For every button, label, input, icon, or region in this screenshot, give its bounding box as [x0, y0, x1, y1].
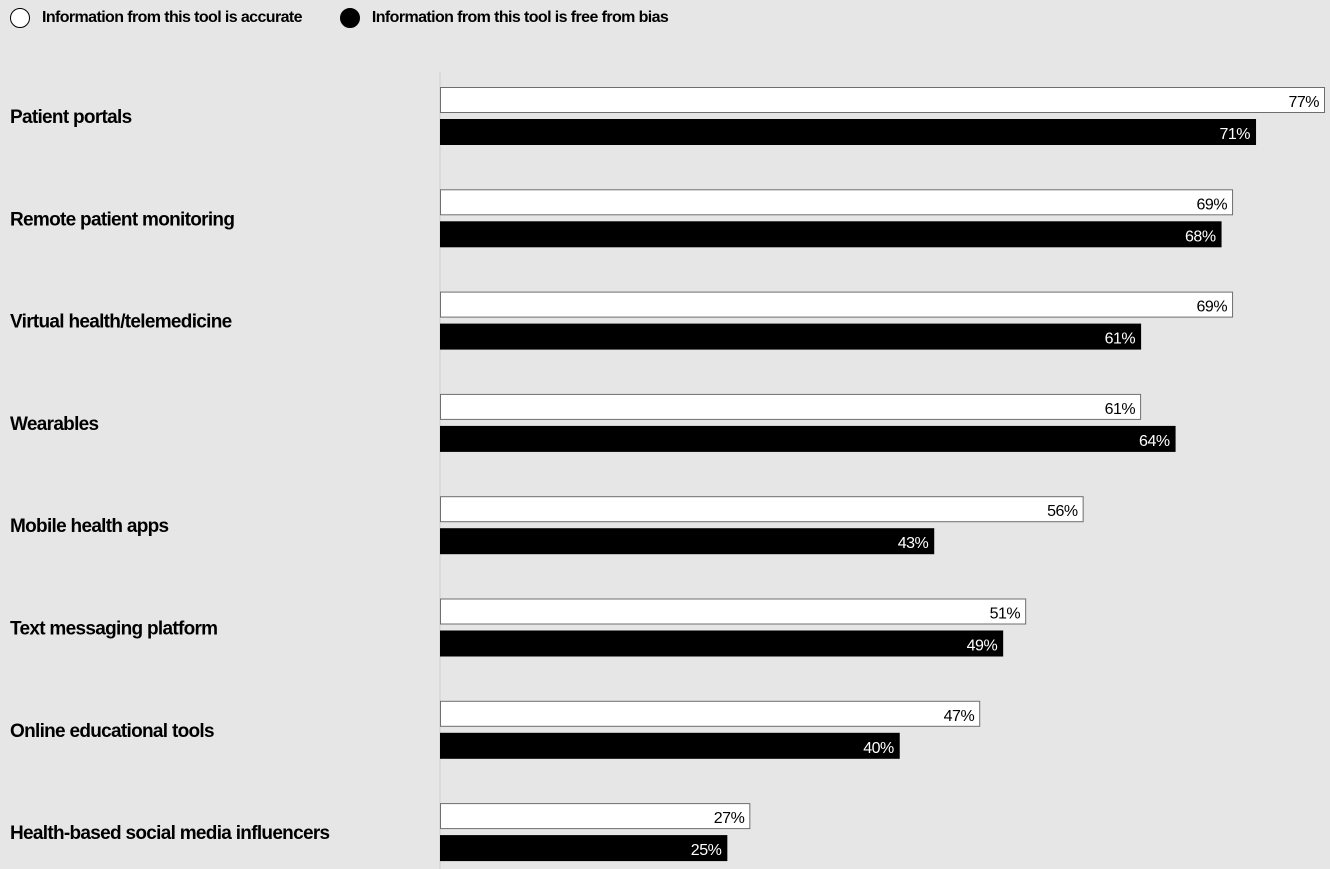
- bar-bias-online-educational-tools: [440, 732, 900, 759]
- category-label-text-messaging-platform: Text messaging platform: [10, 619, 217, 640]
- bar-bias-patient-portals: [440, 119, 1257, 145]
- bar-bias-text-messaging-platform: [440, 630, 1004, 657]
- value-label-accurate-mobile-health-apps: 56%: [1047, 503, 1078, 520]
- value-label-accurate-virtual-health-telemedicine: 69%: [1197, 299, 1228, 316]
- bar-accurate-health-based-social-media-influencers: [440, 803, 751, 830]
- category-label-online-educational-tools: Online educational tools: [10, 721, 214, 742]
- value-label-bias-virtual-health-telemedicine: 61%: [1105, 331, 1136, 348]
- legend-label-accurate: Information from this tool is accurate: [42, 9, 303, 26]
- legend-label-free-from-bias: Information from this tool is free from …: [371, 9, 669, 26]
- value-label-accurate-wearables: 61%: [1105, 401, 1136, 418]
- value-label-bias-patient-portals: 71%: [1220, 126, 1251, 143]
- bar-bias-health-based-social-media-influencers: [440, 835, 728, 862]
- value-label-bias-health-based-social-media-influencers: 25%: [691, 842, 722, 859]
- bar-bias-mobile-health-apps: [440, 528, 935, 555]
- bar-accurate-wearables: [440, 393, 1142, 420]
- value-label-accurate-remote-patient-monitoring: 69%: [1197, 196, 1228, 213]
- value-label-accurate-online-educational-tools: 47%: [944, 708, 975, 725]
- chart-legend: Information from this tool is accurate I…: [10, 6, 706, 30]
- bar-accurate-text-messaging-platform: [440, 598, 1027, 625]
- value-label-bias-mobile-health-apps: 43%: [898, 535, 929, 552]
- value-label-accurate-text-messaging-platform: 51%: [990, 606, 1021, 623]
- value-label-bias-online-educational-tools: 40%: [863, 740, 894, 757]
- category-label-remote-patient-monitoring: Remote patient monitoring: [10, 209, 234, 230]
- legend-swatch-free-from-bias: [339, 8, 360, 28]
- category-label-health-based-social-media-influencers: Health-based social media influencers: [10, 823, 330, 844]
- value-label-bias-remote-patient-monitoring: 68%: [1185, 228, 1216, 245]
- legend-item-free-from-bias: Information from this tool is free from …: [339, 8, 669, 28]
- category-label-patient-portals: Patient portals: [10, 107, 132, 128]
- bar-bias-virtual-health-telemedicine: [440, 323, 1142, 350]
- legend-item-accurate: Information from this tool is accurate: [10, 8, 303, 28]
- bar-accurate-online-educational-tools: [440, 700, 981, 727]
- category-label-mobile-health-apps: Mobile health apps: [10, 516, 169, 537]
- bar-bias-wearables: [440, 425, 1176, 452]
- legend-swatch-accurate: [10, 8, 30, 28]
- category-label-wearables: Wearables: [10, 414, 99, 435]
- value-label-bias-text-messaging-platform: 49%: [967, 638, 998, 655]
- category-label-virtual-health-telemedicine: Virtual health/telemedicine: [10, 312, 232, 333]
- value-label-bias-wearables: 64%: [1139, 433, 1170, 450]
- bar-accurate-remote-patient-monitoring: [440, 189, 1234, 216]
- bar-accurate-virtual-health-telemedicine: [440, 291, 1234, 318]
- value-label-accurate-patient-portals: 77%: [1288, 94, 1319, 111]
- value-label-accurate-health-based-social-media-influencers: 27%: [714, 810, 745, 827]
- bar-accurate-mobile-health-apps: [440, 496, 1084, 523]
- bar-accurate-patient-portals: [440, 87, 1325, 113]
- bar-bias-remote-patient-monitoring: [440, 221, 1222, 248]
